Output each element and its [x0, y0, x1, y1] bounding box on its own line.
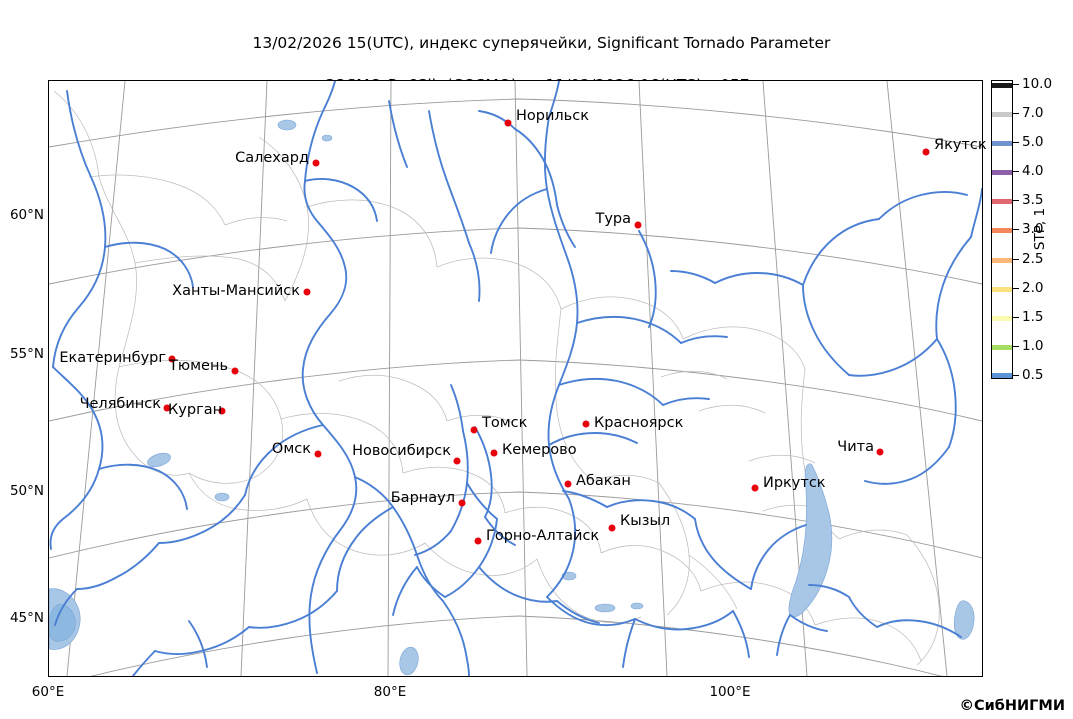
colorbar-tick: [1013, 171, 1019, 172]
city-marker-dot[interactable]: [218, 407, 226, 415]
lon-tick-label: 80°E: [373, 684, 407, 700]
city-label: Норильск: [516, 108, 589, 124]
title-line-1: 13/02/2026 15(UTC), индекс суперячейки, …: [252, 34, 831, 52]
colorbar-band: [992, 141, 1012, 146]
city-label: Курган: [168, 402, 223, 418]
colorbar-tick-label: 2.0: [1022, 280, 1044, 296]
colorbar-tick-label: 5.0: [1022, 134, 1044, 150]
map-vector-layer: [49, 81, 982, 676]
colorbar-tick: [1013, 288, 1019, 289]
city-label: Барнаул: [390, 490, 455, 506]
colorbar-tick-label: 1.0: [1022, 338, 1044, 354]
lat-tick-label: 55°N: [9, 346, 44, 362]
city-marker-dot[interactable]: [231, 367, 239, 375]
rivers-layer: [49, 81, 982, 676]
city-marker-dot[interactable]: [751, 484, 759, 492]
city-label: Ханты-Мансийск: [172, 283, 300, 299]
colorbar-band: [992, 287, 1012, 292]
city-label: Новосибирск: [352, 443, 451, 459]
city-label: Екатеринбург: [59, 350, 166, 366]
colorbar-tick: [1013, 346, 1019, 347]
city-marker-dot[interactable]: [608, 524, 616, 532]
city-marker-dot[interactable]: [312, 159, 320, 167]
city-marker-dot[interactable]: [876, 448, 884, 456]
city-marker-dot[interactable]: [490, 449, 498, 457]
city-marker-dot[interactable]: [314, 450, 322, 458]
city-label: Чита: [837, 439, 874, 455]
city-marker-dot[interactable]: [564, 480, 572, 488]
colorbar-band: [992, 199, 1012, 204]
city-marker-dot[interactable]: [163, 404, 171, 412]
colorbar-tick-label: 7.0: [1022, 105, 1044, 121]
colorbar-tick: [1013, 142, 1019, 143]
colorbar-tick-label: 1.5: [1022, 309, 1044, 325]
city-label: Тура: [595, 211, 631, 227]
city-label: Челябинск: [79, 396, 161, 412]
graticule-lines: [49, 81, 982, 676]
colorbar-band: [992, 112, 1012, 117]
city-marker-dot[interactable]: [453, 457, 461, 465]
colorbar-band: [992, 258, 1012, 263]
colorbar-tick-label: 10.0: [1022, 76, 1053, 92]
colorbar-band: [992, 170, 1012, 175]
colorbar-gradient: [991, 80, 1013, 379]
lat-tick-label: 60°N: [9, 207, 44, 223]
colorbar-tick-label: 3.5: [1022, 192, 1044, 208]
colorbar-tick: [1013, 259, 1019, 260]
city-marker-dot[interactable]: [474, 537, 482, 545]
city-marker-dot[interactable]: [922, 148, 930, 156]
lakes-layer: [49, 119, 975, 676]
city-label: Кызыл: [620, 513, 671, 529]
city-label: Тюмень: [169, 358, 228, 374]
city-label: Салехард: [235, 150, 309, 166]
city-marker-dot[interactable]: [582, 420, 590, 428]
map-canvas[interactable]: [48, 80, 983, 677]
lon-tick-label: 60°E: [31, 684, 65, 700]
city-label: Якутск: [934, 137, 987, 153]
colorbar-band: [992, 345, 1012, 350]
city-marker-dot[interactable]: [470, 426, 478, 434]
colorbar-tick: [1013, 113, 1019, 114]
city-label: Красноярск: [594, 415, 684, 431]
city-label: Иркутск: [763, 475, 826, 491]
colorbar-tick-label: 2.5: [1022, 251, 1044, 267]
city-marker-dot[interactable]: [458, 499, 466, 507]
colorbar-tick-label: 4.0: [1022, 163, 1044, 179]
colorbar-band: [992, 228, 1012, 233]
city-label: Томск: [482, 415, 528, 431]
colorbar-tick: [1013, 375, 1019, 376]
colorbar-tick: [1013, 84, 1019, 85]
copyright-credit: ©СибНИГМИ: [959, 698, 1065, 714]
city-label: Горно-Алтайск: [486, 528, 600, 544]
colorbar-tick: [1013, 200, 1019, 201]
colorbar-tick: [1013, 317, 1019, 318]
city-marker-dot[interactable]: [303, 288, 311, 296]
region-borders: [53, 90, 940, 666]
colorbar-tick-label: 3.0: [1022, 221, 1044, 237]
colorbar-band: [992, 83, 1012, 88]
city-marker-dot[interactable]: [634, 221, 642, 229]
lat-tick-label: 50°N: [9, 483, 44, 499]
city-marker-dot[interactable]: [504, 119, 512, 127]
lat-tick-label: 45°N: [9, 610, 44, 626]
colorbar-axis-label: STP, 1: [1032, 207, 1048, 251]
colorbar-tick-label: 0.5: [1022, 367, 1044, 383]
colorbar-tick: [1013, 229, 1019, 230]
city-label: Абакан: [576, 473, 631, 489]
colorbar[interactable]: [991, 80, 1013, 379]
colorbar-band: [992, 373, 1012, 378]
colorbar-band: [992, 316, 1012, 321]
city-marker-dot[interactable]: [168, 355, 176, 363]
city-label: Омск: [271, 441, 311, 457]
city-label: Кемерово: [502, 442, 577, 458]
lon-tick-label: 100°E: [709, 684, 751, 700]
